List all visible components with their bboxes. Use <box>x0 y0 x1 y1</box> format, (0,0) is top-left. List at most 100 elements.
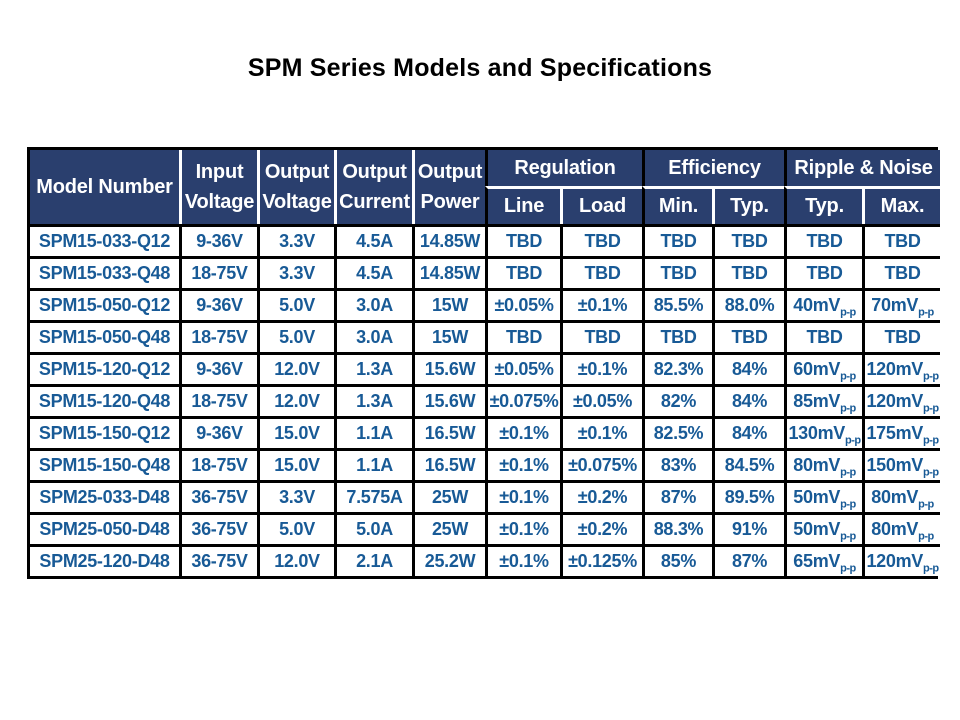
header-label-line: Power <box>420 191 480 213</box>
spec-cell: TBD <box>560 256 642 288</box>
spec-cell: 12.0V <box>257 352 334 384</box>
spec-cell: 5.0V <box>257 320 334 352</box>
header-label-line: Input <box>195 161 244 183</box>
table-row: SPM15-120-Q12 9-36V 12.0V 1.3A 15.6W ±0.05% ±0… <box>30 352 941 384</box>
spec-cell: 18-75V <box>179 256 257 288</box>
model-cell: SPM15-150-Q48 <box>30 448 179 480</box>
spec-cell: 80mVp-p <box>862 480 941 512</box>
spec-cell: TBD <box>712 224 785 256</box>
spec-cell: 87% <box>642 480 712 512</box>
spec-cell: 175mVp-p <box>862 416 941 448</box>
spec-cell: TBD <box>784 224 863 256</box>
spec-cell: 18-75V <box>179 448 257 480</box>
spec-cell: ±0.075% <box>485 384 560 416</box>
spec-cell: ±0.05% <box>485 352 560 384</box>
table-header: Model Number Input Voltage Output Voltage Out… <box>30 150 941 224</box>
spec-cell: 12.0V <box>257 384 334 416</box>
column-header-output-voltage: Output Voltage <box>257 150 334 224</box>
spec-cell: 82% <box>642 384 712 416</box>
spec-cell: 3.0A <box>334 288 412 320</box>
spec-cell: 36-75V <box>179 544 257 576</box>
model-cell: SPM15-120-Q48 <box>30 384 179 416</box>
spec-cell: 85mVp-p <box>784 384 863 416</box>
spec-cell: 25.2W <box>412 544 485 576</box>
spec-cell: ±0.075% <box>560 448 642 480</box>
unit-subscript: p-p <box>922 562 939 575</box>
spec-cell: ±0.125% <box>560 544 642 576</box>
sub-header-ripple-noise-a: Typ. <box>784 186 863 224</box>
header-row-subs: Line Load Min. Typ. Typ. Max. <box>30 186 941 224</box>
table-row: SPM15-150-Q12 9-36V 15.0V 1.1A 16.5W ±0.1% ±0.… <box>30 416 941 448</box>
page-title: SPM Series Models and Specifications <box>247 54 713 82</box>
header-label-line: Output <box>342 161 407 183</box>
spec-cell: 84% <box>712 416 785 448</box>
spec-cell: 4.5A <box>334 256 412 288</box>
spec-cell: 82.5% <box>642 416 712 448</box>
spec-cell: 70mVp-p <box>862 288 941 320</box>
spec-cell: 25W <box>412 480 485 512</box>
table-row: SPM15-033-Q48 18-75V 3.3V 4.5A 14.85W TBD TBD T… <box>30 256 941 288</box>
model-cell: SPM15-033-Q48 <box>30 256 179 288</box>
group-header-efficiency: Efficiency <box>642 150 785 186</box>
spec-cell: TBD <box>862 320 941 352</box>
spec-cell: 15.6W <box>412 384 485 416</box>
spec-cell: 15W <box>412 320 485 352</box>
spec-cell: 16.5W <box>412 416 485 448</box>
spec-cell: 15.0V <box>257 448 334 480</box>
spec-cell: TBD <box>485 256 560 288</box>
spec-cell: 88.0% <box>712 288 785 320</box>
spec-cell: 4.5A <box>334 224 412 256</box>
group-header-ripple-noise: Ripple & Noise <box>784 150 941 186</box>
spec-cell: 2.1A <box>334 544 412 576</box>
spec-cell: ±0.05% <box>560 384 642 416</box>
model-cell: SPM15-050-Q12 <box>30 288 179 320</box>
spec-cell: ±0.1% <box>485 544 560 576</box>
sub-header-efficiency-a: Min. <box>642 186 712 224</box>
spec-cell: TBD <box>485 320 560 352</box>
spec-cell: TBD <box>485 224 560 256</box>
spec-cell: 84% <box>712 352 785 384</box>
spec-cell: 85% <box>642 544 712 576</box>
spec-cell: 150mVp-p <box>862 448 941 480</box>
spec-cell: 3.3V <box>257 256 334 288</box>
spec-cell: 83% <box>642 448 712 480</box>
unit-subscript: p-p <box>840 498 856 511</box>
spec-cell: ±0.2% <box>560 480 642 512</box>
header-label-line: Output <box>264 161 330 183</box>
spec-cell: 1.1A <box>334 416 412 448</box>
sub-header-ripple-noise-b: Max. <box>862 186 941 224</box>
spec-cell: 1.3A <box>334 384 412 416</box>
spec-cell: ±0.1% <box>485 480 560 512</box>
spec-cell: 1.3A <box>334 352 412 384</box>
spec-cell: 5.0V <box>257 288 334 320</box>
spec-cell: 85.5% <box>642 288 712 320</box>
spec-cell: 40mVp-p <box>784 288 863 320</box>
spec-cell: TBD <box>642 256 712 288</box>
unit-subscript: p-p <box>840 530 856 543</box>
unit-subscript: p-p <box>840 466 856 479</box>
spec-cell: 50mVp-p <box>784 480 863 512</box>
spec-cell: ±0.1% <box>485 448 560 480</box>
unit-subscript: p-p <box>844 434 861 447</box>
table-row: SPM15-120-Q48 18-75V 12.0V 1.3A 15.6W ±0.075%… <box>30 384 941 416</box>
spec-cell: 65mVp-p <box>784 544 863 576</box>
spec-cell: TBD <box>862 224 941 256</box>
table-body: SPM15-033-Q12 9-36V 3.3V 4.5A 14.85W TBD TBD TB… <box>30 224 941 576</box>
unit-subscript: p-p <box>918 530 934 543</box>
header-label-line: Output <box>417 161 483 183</box>
spec-cell: 7.575A <box>334 480 412 512</box>
unit-subscript: p-p <box>840 402 856 415</box>
spec-cell: 12.0V <box>257 544 334 576</box>
spec-cell: 80mVp-p <box>862 512 941 544</box>
spec-cell: ±0.05% <box>485 288 560 320</box>
table-row: SPM15-033-Q12 9-36V 3.3V 4.5A 14.85W TBD TBD TB… <box>30 224 941 256</box>
sub-header-regulation-b: Load <box>560 186 642 224</box>
spec-cell: 88.3% <box>642 512 712 544</box>
spec-cell: TBD <box>560 320 642 352</box>
spec-cell: 36-75V <box>179 512 257 544</box>
spec-cell: ±0.1% <box>485 416 560 448</box>
spec-cell: 82.3% <box>642 352 712 384</box>
unit-subscript: p-p <box>918 498 934 511</box>
spec-cell: 9-36V <box>179 352 257 384</box>
spec-cell: TBD <box>712 320 785 352</box>
